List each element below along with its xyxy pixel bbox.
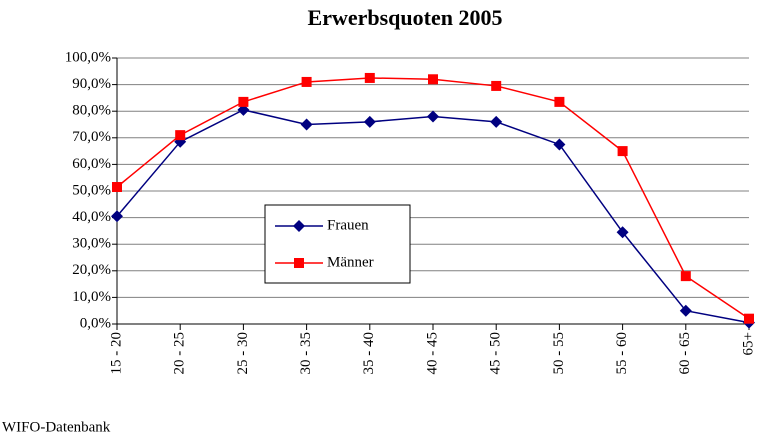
y-tick-label: 0,0%: [80, 315, 111, 331]
data-point: [744, 313, 754, 324]
x-tick-label: 60 - 65: [677, 332, 693, 375]
data-point: [238, 96, 249, 107]
data-point: [427, 110, 439, 123]
legend-box: [264, 204, 411, 284]
legend-label: Männer: [327, 254, 374, 270]
x-tick-label: 40 - 45: [424, 332, 440, 375]
data-point: [491, 80, 502, 91]
data-point: [301, 76, 312, 87]
y-tick-label: 70,0%: [72, 129, 111, 145]
data-point: [679, 304, 692, 317]
source: WIFO-Datenbank: [2, 419, 111, 435]
x-tick-label: 50 - 55: [551, 332, 567, 375]
y-tick-label: 30,0%: [72, 236, 111, 252]
x-tick-label: 55 - 60: [614, 332, 630, 375]
data-point: [616, 226, 629, 239]
data-point: [553, 138, 566, 151]
x-tick-label: 25 - 30: [235, 332, 251, 375]
data-point: [300, 118, 313, 131]
y-tick-label: 100,0%: [65, 49, 111, 65]
series-line: [116, 109, 750, 324]
y-tick-label: 10,0%: [72, 289, 111, 305]
data-point: [554, 96, 565, 107]
data-point: [490, 115, 503, 128]
legend-label: Frauen: [327, 217, 369, 233]
data-point: [617, 146, 628, 157]
data-point: [111, 210, 123, 223]
data-point: [428, 74, 438, 85]
x-tick-label: 20 - 25: [172, 332, 188, 375]
legend-marker: [293, 220, 305, 232]
chart-title: Erwerbsquoten 2005: [308, 5, 503, 30]
data-point: [364, 72, 375, 83]
data-point: [112, 182, 122, 193]
legend-marker: [294, 258, 304, 268]
y-tick-label: 50,0%: [72, 182, 111, 198]
y-tick-label: 40,0%: [72, 209, 111, 225]
y-tick-label: 90,0%: [72, 76, 111, 92]
data-point: [175, 130, 186, 141]
y-tick-label: 60,0%: [72, 156, 111, 172]
y-tick-label: 80,0%: [72, 103, 111, 119]
x-tick-label: 65+: [740, 332, 756, 355]
x-tick-label: 30 - 35: [298, 332, 314, 375]
x-tick-label: 15 - 20: [108, 332, 124, 375]
data-point: [363, 115, 376, 128]
data-point: [680, 271, 691, 282]
y-tick-label: 20,0%: [72, 262, 111, 278]
x-tick-label: 45 - 50: [488, 332, 504, 375]
x-tick-label: 35 - 40: [361, 332, 377, 375]
